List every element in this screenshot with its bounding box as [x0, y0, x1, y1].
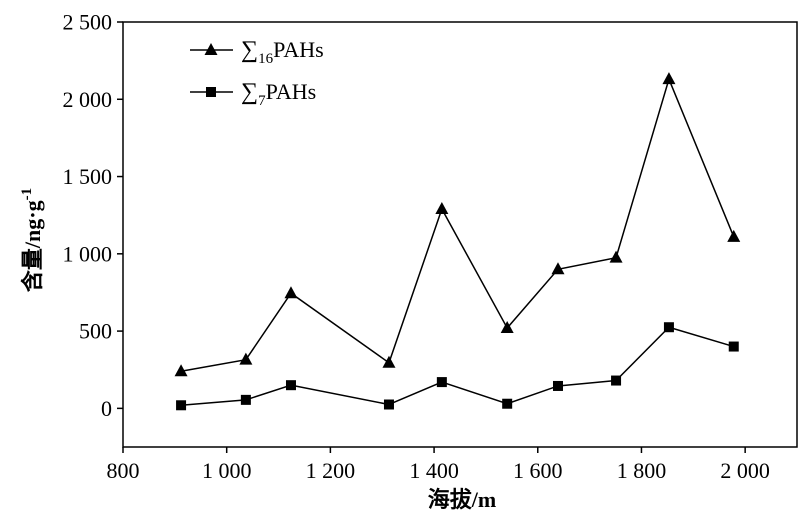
y-tick-label: 2 500 — [63, 10, 113, 35]
legend-label-subscript: 16 — [258, 51, 274, 67]
x-tick-label: 1 200 — [306, 458, 356, 483]
legend-label-prefix: ∑ — [241, 37, 258, 63]
series-1-point — [662, 72, 676, 85]
series-1-point — [284, 286, 298, 299]
series-2-point — [663, 322, 674, 333]
x-tick-label: 1 800 — [617, 458, 667, 483]
series-2-point — [285, 380, 296, 391]
series-1-point — [239, 352, 253, 365]
plot-frame — [122, 21, 798, 448]
series-2-line — [181, 326, 734, 407]
series-2-point — [502, 398, 513, 409]
y-tick-label: 500 — [79, 319, 112, 344]
series-2-point — [240, 394, 251, 405]
y-axis-label-text: 含量/ng·g — [20, 200, 45, 292]
series-2-point — [552, 380, 563, 391]
series-1-point — [551, 262, 565, 275]
x-tick-label: 1 600 — [513, 458, 563, 483]
series-2-point — [176, 400, 187, 411]
y-tick-label: 2 000 — [63, 87, 113, 112]
series-2-point — [728, 341, 739, 352]
series-layer — [174, 72, 741, 411]
legend-label-2: ∑7PAHs — [241, 79, 316, 109]
x-tick-label: 800 — [107, 458, 140, 483]
x-tick-label: 2 000 — [720, 458, 770, 483]
legend-marker-1 — [204, 43, 218, 55]
legend-label-suffix: PAHs — [273, 37, 324, 62]
legend-item-2: ∑7PAHs — [190, 79, 316, 109]
series-1-point — [435, 202, 449, 214]
legend: ∑16PAHs∑7PAHs — [190, 37, 324, 109]
y-tick-label: 0 — [101, 396, 112, 421]
y-axis-label: 含量/ng·g-1 — [19, 188, 45, 292]
series-1-point — [609, 250, 623, 263]
legend-label-prefix: ∑ — [241, 79, 258, 105]
series-2-point — [383, 399, 394, 410]
series-2-point — [436, 377, 447, 388]
axis-ticks: 800 1 000 1 200 1 400 1 600 1 800 2 000 0 500 1 0… — [63, 10, 770, 484]
series-1-point — [500, 321, 514, 333]
legend-label-subscript: 7 — [258, 93, 266, 109]
legend-label-1: ∑16PAHs — [241, 37, 324, 67]
x-tick-label: 1 400 — [409, 458, 459, 483]
series-1-point — [174, 364, 188, 377]
legend-item-1: ∑16PAHs — [190, 37, 324, 67]
series-1-point — [727, 229, 741, 242]
legend-label-suffix: PAHs — [266, 79, 317, 104]
legend-marker-2 — [206, 87, 216, 97]
x-axis-label: 海拔/m — [428, 487, 496, 512]
series-2-point — [611, 375, 622, 386]
y-tick-label: 1 500 — [63, 164, 113, 189]
y-tick-label: 1 000 — [63, 241, 113, 266]
y-axis-label-superscript: -1 — [19, 188, 35, 201]
series-1-line — [180, 76, 735, 373]
series-1-point — [382, 355, 396, 368]
x-tick-label: 1 000 — [202, 458, 252, 483]
